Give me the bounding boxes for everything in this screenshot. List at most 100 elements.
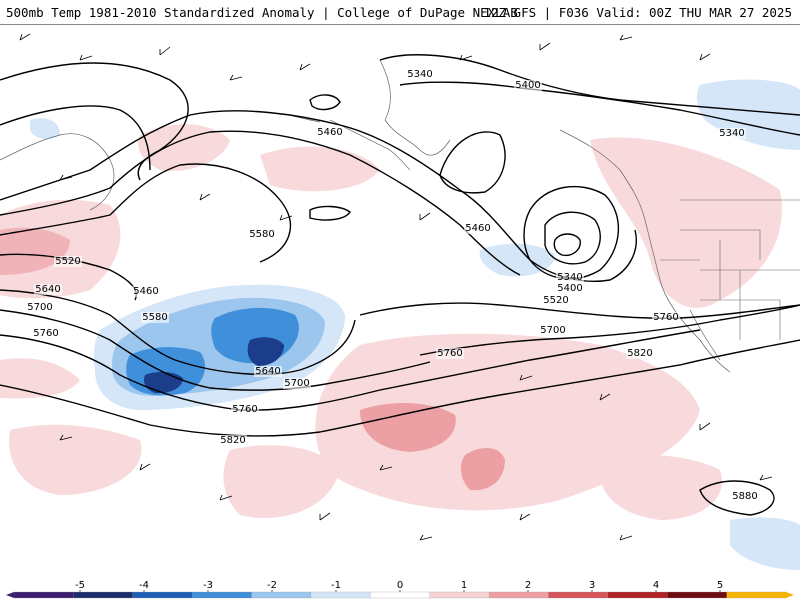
wind-barb-icon (619, 34, 633, 41)
wind-barb-icon (219, 494, 233, 501)
negative-anomaly-region (479, 243, 555, 277)
contour-label: 5760 (653, 312, 678, 323)
height-contour (309, 94, 341, 111)
contour-label-bg (248, 229, 276, 240)
model-run-info: 12Z GFS | F036 Valid: 00Z THU MAR 27 202… (483, 5, 792, 20)
positive-anomaly-region (0, 358, 80, 399)
wind-barb-icon (229, 74, 243, 81)
contour-label-bg (141, 312, 169, 323)
contour-label-bg (436, 348, 464, 359)
legend-tick-label: 1 (461, 580, 467, 591)
contour-label-bg (254, 366, 282, 377)
wind-barb-icon (79, 54, 93, 61)
contour-label-bg (718, 128, 746, 139)
height-contour (0, 309, 431, 391)
legend-color-swatch (310, 591, 371, 599)
contour-label: 5460 (317, 127, 342, 138)
legend-tick-label: 3 (589, 580, 595, 591)
contour-label-bg (731, 491, 759, 502)
wind-barb-icon (379, 464, 393, 471)
height-contour (379, 54, 800, 116)
wind-barb-icon (19, 33, 31, 41)
contour-label: 5340 (407, 69, 432, 80)
legend-color-swatch (192, 591, 253, 599)
contour-label-bg (464, 223, 492, 234)
contour-label: 5340 (719, 128, 744, 139)
contour-label: 5400 (515, 80, 540, 91)
wind-barb-icon (199, 193, 211, 201)
wind-barb-icon (699, 422, 711, 431)
contour-label-bg (556, 272, 584, 283)
height-contour (523, 185, 619, 280)
wind-barb-icon (59, 434, 73, 441)
contour-label: 5640 (255, 366, 280, 377)
contour-label: 5580 (142, 312, 167, 323)
coastline-layer (0, 59, 731, 373)
wind-barb-icon (419, 534, 433, 541)
legend-color-swatch (726, 591, 787, 599)
contour-label-bg (54, 256, 82, 267)
anomaly-fill-layer (0, 79, 800, 570)
legend-color-swatch (607, 591, 668, 599)
height-contour (553, 233, 581, 257)
contour-label-bg (626, 348, 654, 359)
positive-anomaly-region (0, 227, 70, 275)
height-contour (0, 130, 521, 276)
wind-barb-icon (699, 53, 711, 61)
contour-label-bg (406, 69, 434, 80)
contour-label: 5400 (557, 283, 582, 294)
wind-barb-icon (159, 46, 171, 56)
legend-tick-label: 5 (717, 580, 723, 591)
contour-label-bg (283, 378, 311, 389)
contour-label: 5820 (627, 348, 652, 359)
contour-label: 5340 (557, 272, 582, 283)
contour-label: 5640 (35, 284, 60, 295)
height-contour (0, 329, 701, 411)
positive-anomaly-region (360, 403, 456, 452)
legend-tick-label: -1 (331, 580, 341, 591)
contour-label: 5700 (27, 302, 52, 313)
legend-tick-label: 4 (653, 580, 659, 591)
positive-anomaly-region (590, 137, 782, 308)
wind-barb-icon (319, 512, 331, 521)
positive-anomaly-region (599, 454, 722, 520)
coastline-north-america (559, 129, 731, 373)
contour-label-bg (231, 404, 259, 415)
height-contour (439, 131, 506, 194)
cold-anomaly-region (247, 337, 284, 366)
wind-barb-icon (299, 63, 311, 71)
contour-label-bg (34, 284, 62, 295)
contour-label-bg (26, 302, 54, 313)
negative-anomaly-region (730, 517, 800, 570)
coastline-asia (0, 133, 115, 211)
contour-label: 5820 (220, 435, 245, 446)
legend-tick-label: -3 (203, 580, 213, 591)
wind-barb-icon (519, 513, 531, 521)
header-bar: 500mb Temp 1981-2010 Standardized Anomal… (0, 0, 800, 25)
contour-label: 5520 (55, 256, 80, 267)
legend-color-swatch (667, 591, 728, 599)
height-contour (399, 81, 800, 136)
legend-tick-labels: -5 -4 -3 -2 -1 0 1 2 3 4 5 (75, 580, 723, 592)
legend-tick-label: -4 (139, 580, 149, 591)
coastline-alaska (379, 59, 451, 156)
height-contour (544, 211, 601, 265)
height-contour (419, 304, 800, 356)
contour-label: 5760 (33, 328, 58, 339)
positive-anomaly-region (460, 448, 505, 491)
wind-barb-icon (619, 534, 633, 541)
positive-anomaly-region (9, 424, 142, 495)
legend-color-swatch (13, 591, 75, 599)
legend-color-swatch (73, 591, 134, 599)
wind-barb-icon (519, 374, 533, 381)
contour-label-bg (652, 312, 680, 323)
positive-anomaly-region (223, 445, 340, 518)
contour-label: 5460 (133, 286, 158, 297)
coastline-alaska-peninsula (329, 119, 411, 171)
contour-label: 5580 (249, 229, 274, 240)
contour-label: 5460 (465, 223, 490, 234)
legend-color-swatch (132, 591, 193, 599)
negative-anomaly-region (30, 118, 60, 140)
